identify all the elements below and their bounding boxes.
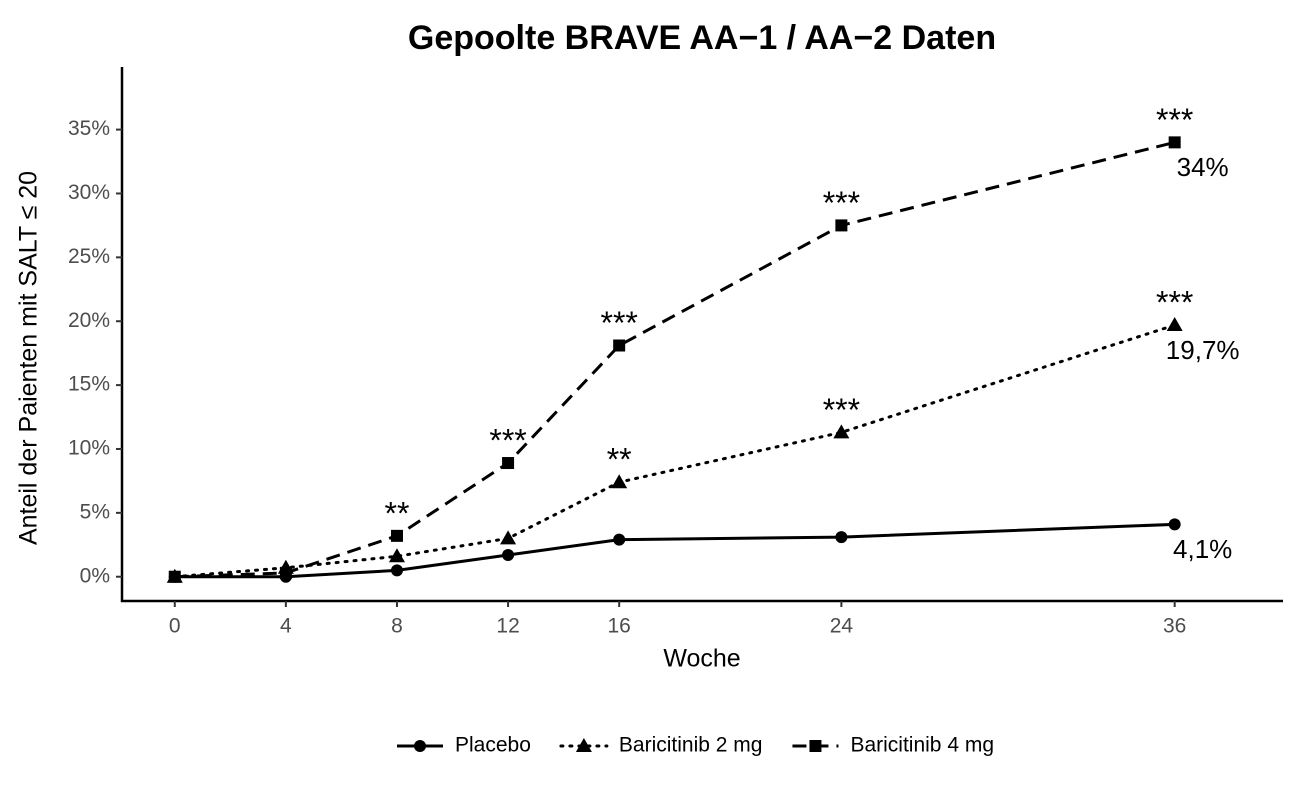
- y-axis-title: Anteil der Paienten mit SALT ≤ 20: [15, 171, 43, 545]
- marker: [502, 457, 515, 470]
- y-tick-label: 25%: [68, 245, 110, 268]
- marker: [835, 531, 848, 544]
- marker: [1166, 317, 1183, 332]
- series-line: [174, 522, 1175, 579]
- x-tick-label: 8: [391, 615, 403, 638]
- legend-label: Baricitinib 2 mg: [619, 734, 763, 757]
- y-tick-label: 20%: [68, 309, 110, 332]
- legend-label: Placebo: [455, 734, 531, 757]
- y-tick-label: 35%: [68, 117, 110, 140]
- marker: [168, 570, 181, 583]
- x-tick-label: 16: [607, 615, 630, 638]
- marker: [388, 548, 405, 563]
- significance-label: ***: [823, 185, 860, 221]
- marker: [613, 339, 626, 352]
- series-line: [174, 140, 1176, 579]
- value-label: 34%: [1177, 152, 1229, 182]
- marker: [809, 740, 822, 752]
- marker: [390, 529, 403, 542]
- significance-label: ***: [823, 392, 860, 428]
- x-tick-label: 36: [1163, 615, 1186, 638]
- significance-label: **: [385, 495, 410, 531]
- y-tick-label: 30%: [68, 181, 110, 204]
- x-tick-label: 0: [169, 615, 181, 638]
- marker: [611, 474, 628, 489]
- marker: [1168, 518, 1181, 531]
- marker: [1168, 136, 1181, 149]
- marker: [835, 219, 848, 232]
- marker: [390, 564, 403, 577]
- x-tick-label: 12: [496, 615, 519, 638]
- legend: Placebo Baricitinib 2 mg Baricitinib 4 mg: [397, 734, 994, 757]
- x-axis-title: Woche: [663, 645, 740, 673]
- x-tick-label: 4: [280, 615, 292, 638]
- significance-label: **: [607, 442, 632, 478]
- value-label: 19,7%: [1166, 335, 1240, 365]
- value-label: 4,1%: [1173, 534, 1232, 564]
- x-tick-label: 24: [830, 615, 854, 638]
- marker: [414, 740, 426, 752]
- y-tick-label: 15%: [68, 373, 110, 396]
- marker: [833, 424, 850, 439]
- significance-label: ***: [1156, 102, 1193, 138]
- significance-label: ***: [489, 422, 526, 458]
- y-tick-label: 10%: [68, 437, 110, 460]
- significance-label: ***: [1156, 285, 1193, 321]
- marker: [502, 549, 515, 562]
- y-tick-label: 5%: [80, 500, 110, 523]
- significance-label: ***: [600, 305, 637, 341]
- marker: [575, 738, 592, 752]
- marker: [279, 566, 292, 579]
- y-tick-label: 0%: [80, 564, 110, 587]
- legend-label: Baricitinib 4 mg: [850, 734, 994, 757]
- marker: [613, 533, 626, 546]
- chart-title: Gepoolte BRAVE AA−1 / AA−2 Daten: [408, 19, 996, 57]
- marker: [500, 530, 517, 545]
